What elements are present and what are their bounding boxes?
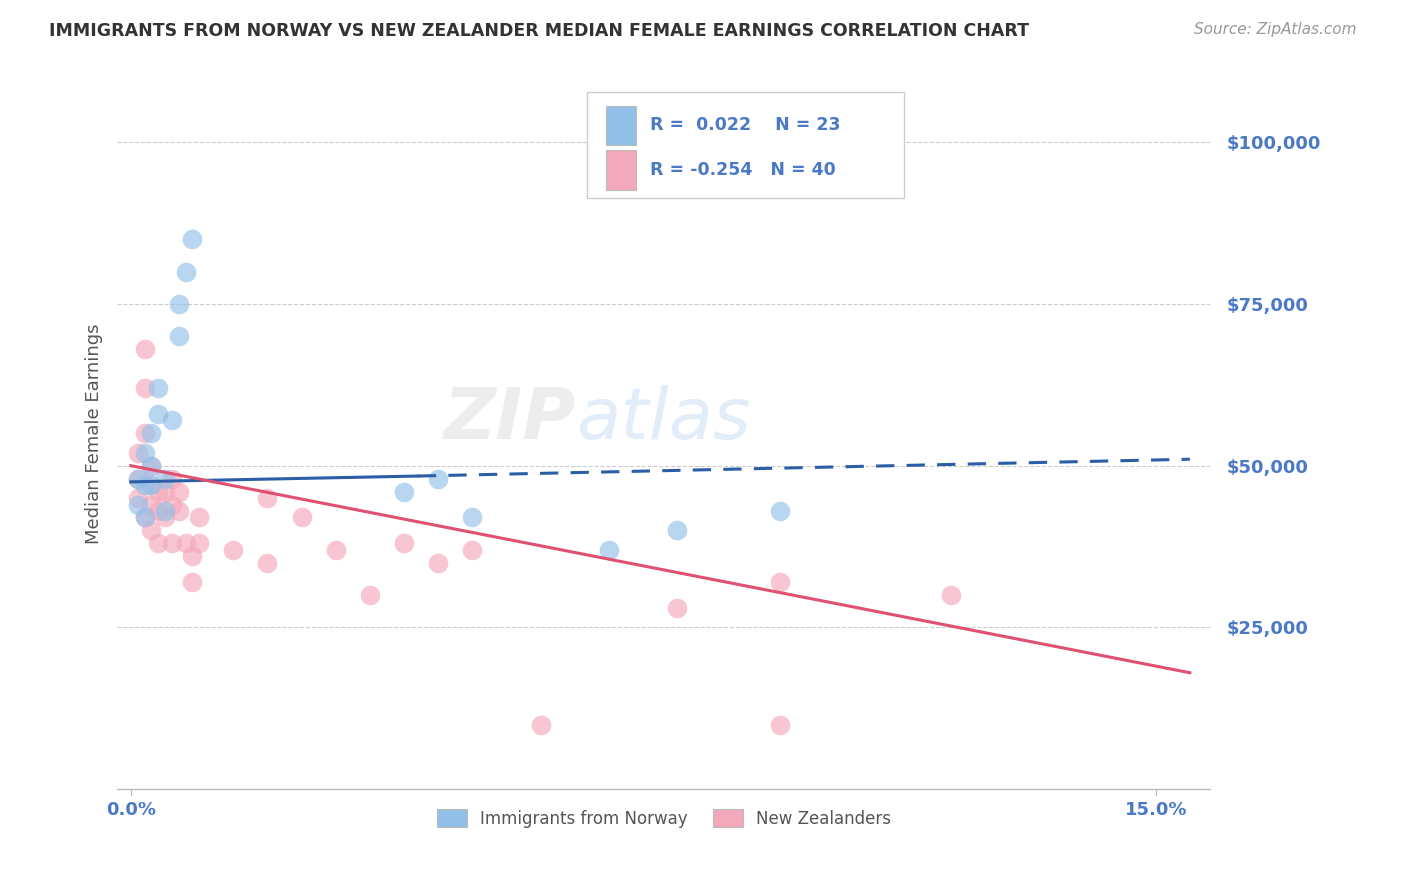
Point [256, 556, 278, 570]
Point [256, 491, 278, 505]
Point [939, 588, 962, 602]
Point [167, 484, 190, 499]
Text: Source: ZipAtlas.com: Source: ZipAtlas.com [1194, 22, 1357, 37]
Bar [606, 105, 637, 145]
Point [666, 601, 689, 615]
Point [392, 484, 415, 499]
Y-axis label: Median Female Earnings: Median Female Earnings [86, 323, 103, 543]
Point [148, 407, 170, 421]
Point [174, 536, 197, 550]
Point [141, 458, 163, 473]
Point [127, 472, 149, 486]
FancyBboxPatch shape [588, 92, 904, 198]
Point [188, 536, 211, 550]
Point [181, 549, 204, 564]
Point [153, 504, 176, 518]
Bar [606, 151, 637, 189]
Point [160, 536, 183, 550]
Point [359, 588, 381, 602]
Point [127, 446, 149, 460]
Point [325, 542, 347, 557]
Point [141, 458, 163, 473]
Point [167, 297, 190, 311]
Point [181, 575, 204, 590]
Point [427, 556, 450, 570]
Point [141, 524, 163, 538]
Point [174, 264, 197, 278]
Point [141, 426, 163, 441]
Point [134, 510, 156, 524]
Point [153, 510, 176, 524]
Text: atlas: atlas [576, 384, 751, 454]
Point [148, 504, 170, 518]
Point [530, 717, 553, 731]
Point [134, 426, 156, 441]
Point [134, 446, 156, 460]
Text: ZIP: ZIP [444, 384, 576, 454]
Text: R =  0.022    N = 23: R = 0.022 N = 23 [650, 116, 839, 134]
Point [222, 542, 245, 557]
Point [461, 542, 484, 557]
Point [141, 478, 163, 492]
Point [148, 536, 170, 550]
Point [153, 484, 176, 499]
Point [127, 491, 149, 505]
Point [148, 484, 170, 499]
Point [134, 478, 156, 492]
Point [188, 510, 211, 524]
Point [153, 472, 176, 486]
Point [141, 498, 163, 512]
Point [427, 472, 450, 486]
Point [127, 498, 149, 512]
Point [160, 413, 183, 427]
Point [141, 478, 163, 492]
Point [134, 510, 156, 524]
Point [392, 536, 415, 550]
Point [291, 510, 314, 524]
Point [160, 472, 183, 486]
Text: IMMIGRANTS FROM NORWAY VS NEW ZEALANDER MEDIAN FEMALE EARNINGS CORRELATION CHART: IMMIGRANTS FROM NORWAY VS NEW ZEALANDER … [49, 22, 1029, 40]
Point [461, 510, 484, 524]
Point [160, 498, 183, 512]
Point [167, 329, 190, 343]
Point [666, 524, 689, 538]
Point [134, 342, 156, 356]
Text: R = -0.254   N = 40: R = -0.254 N = 40 [650, 161, 835, 179]
Point [127, 472, 149, 486]
Point [769, 504, 792, 518]
Point [181, 232, 204, 246]
Legend: Immigrants from Norway, New Zealanders: Immigrants from Norway, New Zealanders [430, 803, 897, 834]
Point [598, 542, 620, 557]
Point [769, 717, 792, 731]
Point [167, 504, 190, 518]
Point [134, 381, 156, 395]
Point [148, 381, 170, 395]
Point [769, 575, 792, 590]
